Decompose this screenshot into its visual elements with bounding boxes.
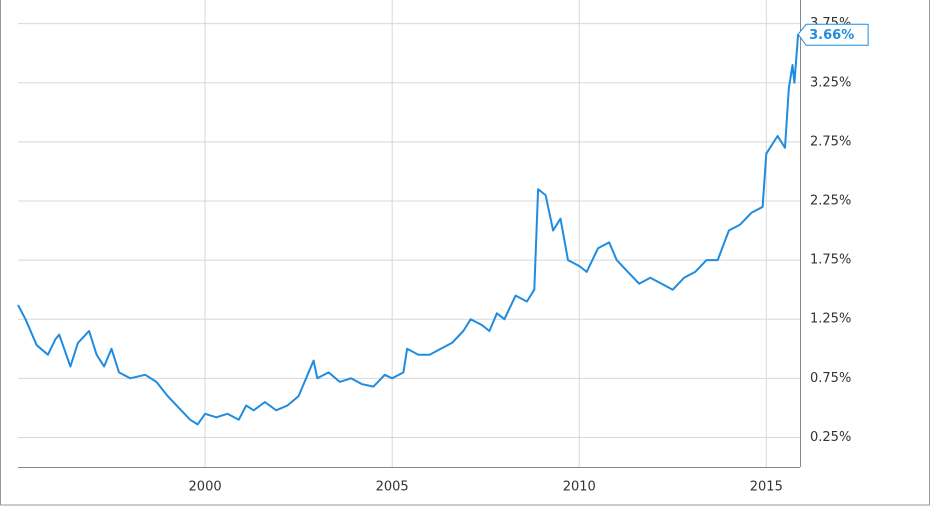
y-tick-label: 0.75% [810, 371, 851, 386]
y-tick-label: 0.25% [810, 430, 851, 445]
x-tick-label: 2015 [750, 480, 783, 495]
y-tick-label: 1.25% [810, 312, 851, 327]
x-tick-label: 2000 [189, 480, 222, 495]
grid [18, 0, 800, 467]
y-tick-label: 1.75% [810, 253, 851, 268]
y-tick-label: 2.75% [810, 134, 851, 149]
x-tick-label: 2005 [376, 480, 409, 495]
y-tick-label: 2.25% [810, 193, 851, 208]
annotation-box [797, 23, 869, 46]
annotation-label: 3.66% [809, 28, 854, 43]
y-tick-label: 3.25% [810, 75, 851, 90]
x-tick-label: 2010 [563, 480, 596, 495]
line [17, 34, 800, 426]
